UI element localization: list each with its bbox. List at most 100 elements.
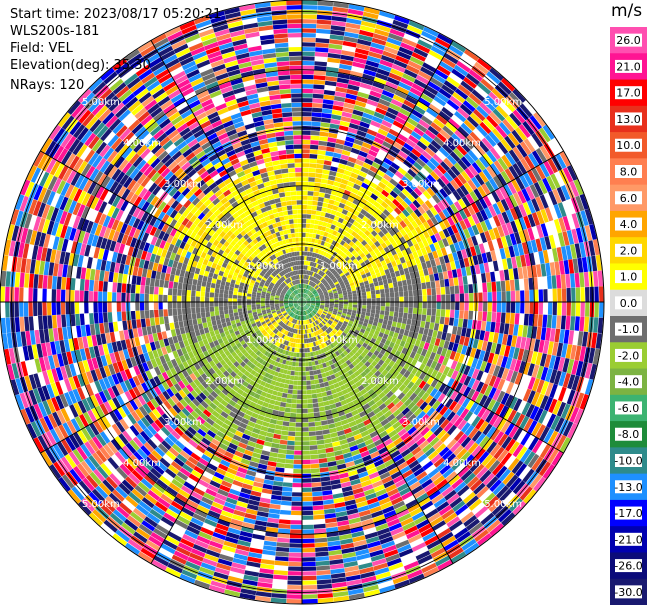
gate-cell [273, 433, 281, 440]
gate-cell [315, 274, 320, 279]
gate-cell [387, 107, 399, 116]
gate-cell [410, 131, 422, 141]
gate-cell [314, 52, 328, 58]
gate-cell [560, 274, 566, 289]
gate-cell [356, 43, 371, 51]
gate-cell [431, 302, 437, 309]
gate-cell [450, 40, 466, 53]
gate-cell [411, 109, 423, 119]
gate-cell [302, 56, 315, 61]
gate-cell [305, 289, 309, 294]
gate-cell [302, 515, 314, 520]
gate-cell [315, 210, 322, 216]
gate-cell [302, 297, 303, 302]
gate-cell [313, 262, 317, 268]
gate-cell [326, 277, 331, 282]
gate-cell [298, 376, 302, 381]
gate-cell [334, 273, 340, 278]
gate-cell [419, 193, 428, 203]
gate-cell [307, 291, 311, 295]
gate-cell [457, 107, 470, 119]
gate-cell [321, 261, 325, 266]
gate-cell [420, 66, 434, 77]
gate-cell [385, 205, 394, 214]
gate-cell [348, 234, 355, 241]
gate-cell [315, 383, 321, 389]
gate-cell [289, 547, 302, 553]
gate-cell [303, 293, 305, 298]
gate-cell [444, 278, 450, 287]
gate-cell [315, 556, 330, 562]
gate-cell [342, 40, 357, 48]
gate-cell [311, 389, 317, 394]
gate-cell [517, 324, 524, 337]
gate-cell [322, 490, 333, 496]
gate-cell [426, 160, 437, 171]
gate-cell [371, 294, 376, 299]
gate-cell [445, 294, 451, 302]
gate-cell [427, 302, 432, 309]
gate-cell [378, 98, 391, 107]
gate-cell [579, 272, 585, 288]
gate-cell [296, 348, 300, 353]
gate-cell [443, 80, 458, 92]
gate-cell [305, 237, 309, 242]
gate-cell [350, 203, 358, 210]
gate-cell [294, 366, 299, 372]
gate-cell [426, 288, 432, 296]
gate-cell [329, 255, 335, 261]
gate-cell [401, 37, 417, 48]
gate-cell [556, 274, 562, 289]
gate-cell [390, 68, 404, 77]
gate-cell [302, 298, 305, 302]
gate-cell [308, 177, 315, 182]
gate-cell [467, 275, 473, 285]
gate-cell [312, 496, 323, 501]
gate-cell [492, 302, 497, 312]
gate-cell [312, 283, 317, 288]
gate-cell [328, 48, 342, 55]
gate-cell [313, 407, 320, 413]
gate-cell [308, 285, 311, 290]
gate-cell [313, 224, 319, 230]
gate-cell [413, 47, 429, 58]
gate-cell [310, 144, 319, 150]
gate-cell [312, 229, 318, 234]
gate-cell [520, 302, 525, 314]
gate-cell [482, 311, 488, 322]
gate-cell [341, 267, 347, 272]
gate-cell [408, 296, 413, 302]
gate-cell [280, 435, 288, 441]
gate-cell [390, 98, 403, 108]
gate-cell [380, 220, 388, 228]
gate-cell [356, 155, 366, 162]
gate-cell [306, 290, 310, 295]
gate-cell [312, 103, 323, 108]
gate-cell [381, 119, 393, 129]
gate-cell [398, 286, 404, 292]
gate-cell [448, 278, 454, 287]
gate-cell [316, 579, 332, 585]
gate-cell [320, 476, 331, 482]
gate-cell [293, 455, 302, 460]
gate-cell [399, 129, 411, 139]
gate-cell [302, 487, 312, 492]
gate-cell [395, 223, 403, 231]
gate-cell [454, 111, 467, 123]
gate-cell [476, 124, 488, 138]
gate-cell [302, 492, 313, 497]
gate-cell [386, 194, 395, 202]
gate-cell [399, 220, 407, 229]
gate-cell [457, 159, 468, 171]
gate-cell [505, 312, 511, 324]
gate-cell [302, 293, 304, 298]
gate-cell [317, 259, 321, 264]
gate-cell [488, 91, 502, 105]
gate-cell [272, 583, 288, 590]
gate-cell [303, 288, 305, 293]
gate-cell [307, 280, 311, 285]
gate-cell [302, 256, 305, 261]
gate-cell [436, 178, 446, 188]
gate-cell [404, 185, 414, 194]
gate-cell [302, 181, 309, 186]
